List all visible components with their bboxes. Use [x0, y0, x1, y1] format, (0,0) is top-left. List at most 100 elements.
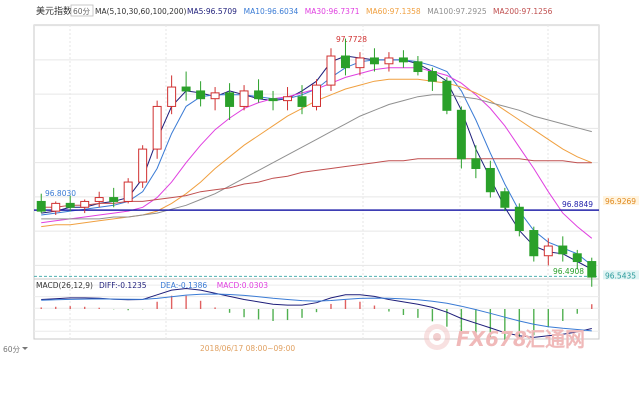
- candle: [297, 85, 307, 115]
- ma-line-ma200: [41, 158, 592, 208]
- candle: [456, 106, 466, 169]
- candle-body: [65, 202, 75, 208]
- candle-body: [268, 98, 278, 102]
- candle-body: [94, 197, 104, 202]
- candle: [36, 193, 46, 214]
- macd-legend-item: MACD:0.0303: [217, 281, 268, 290]
- high-marker-label: 97.7728: [336, 35, 367, 44]
- candle: [485, 160, 495, 198]
- candle: [65, 195, 75, 212]
- ma-legend: MA5:96.5709 MA10:96.6034 MA30:96.7371 MA60:…: [187, 7, 553, 16]
- ma-legend-item: MA60:97.1358: [366, 7, 421, 16]
- candle: [369, 48, 379, 72]
- candle: [312, 79, 321, 111]
- macd-title: MACD(26,12,9): [36, 281, 93, 290]
- candle: [442, 77, 452, 115]
- candle: [413, 56, 423, 76]
- candle: [80, 199, 90, 214]
- chart-title: 美元指数: [36, 5, 72, 17]
- candle-body: [572, 253, 582, 263]
- candle: [355, 52, 365, 76]
- candle: [254, 79, 264, 103]
- candle-body: [210, 92, 220, 100]
- watermark-text: 汇通网: [525, 327, 585, 351]
- candle-body: [312, 84, 321, 107]
- candle-body: [543, 245, 553, 257]
- candle-body: [297, 96, 307, 107]
- candle-body: [558, 245, 568, 255]
- candle-body: [225, 92, 235, 107]
- candle: [587, 257, 597, 287]
- candle-body: [167, 86, 177, 107]
- candle-body: [80, 200, 90, 208]
- candle-body: [384, 57, 394, 65]
- candle: [529, 226, 539, 262]
- macd-legend: DIFF:-0.1235 DEA:-0.1386 MACD:0.0303: [99, 281, 268, 290]
- candle-body: [471, 158, 481, 169]
- candle-body: [254, 90, 264, 100]
- left-marker-label: 96.8030: [45, 189, 76, 198]
- ma-legend-item: MA100:97.2925: [427, 7, 487, 16]
- candle: [123, 178, 133, 204]
- ma-legend-item: MA200:97.1256: [493, 7, 553, 16]
- candle-body: [36, 200, 46, 212]
- ma200-tag: [603, 196, 639, 206]
- candle: [268, 90, 278, 111]
- candle: [384, 52, 394, 72]
- interval-badge[interactable]: 60分: [70, 4, 94, 17]
- candle-body: [369, 57, 379, 65]
- candle-body: [398, 57, 408, 63]
- ma-line-ma100: [41, 94, 592, 220]
- candle: [572, 249, 582, 270]
- candle: [210, 87, 220, 111]
- time-hint: 2018/06/17 08:00~09:00: [200, 344, 295, 353]
- candles: [36, 38, 597, 287]
- candle-body: [587, 261, 597, 278]
- candle: [543, 238, 553, 266]
- candle-body: [529, 230, 539, 257]
- candle-body: [109, 197, 119, 202]
- ma-legend-item: MA10:96.6034: [244, 7, 299, 16]
- candle-body: [181, 86, 191, 92]
- candle: [427, 67, 437, 91]
- macd-panel-frame: [33, 278, 600, 340]
- ma200-tag-label: 96.9269: [605, 197, 636, 206]
- last-price-tag-label: 96.5435: [605, 271, 636, 280]
- candle-body: [456, 109, 466, 160]
- candle-body: [500, 191, 510, 208]
- candle-body: [485, 167, 495, 193]
- candle: [326, 48, 336, 91]
- candle: [340, 38, 350, 76]
- candle-body: [442, 80, 452, 111]
- candle: [94, 191, 104, 208]
- candle-body: [239, 90, 249, 107]
- candle: [51, 201, 61, 216]
- macd-legend-item: DIFF:-0.1235: [99, 281, 147, 290]
- footer-interval-badge[interactable]: 60分: [3, 345, 28, 354]
- candle: [152, 100, 162, 159]
- candle: [398, 50, 408, 68]
- candle-body: [340, 55, 350, 69]
- watermark-logo: [424, 324, 450, 350]
- watermark-brand: FX678: [456, 327, 527, 351]
- candle: [514, 203, 524, 237]
- candle: [109, 187, 119, 208]
- low-marker-label: 96.4908: [553, 267, 584, 276]
- candle: [167, 75, 177, 115]
- candle-body: [326, 55, 336, 86]
- dropdown-arrow-icon: [22, 347, 28, 350]
- macd-dea-line: [41, 293, 592, 332]
- candle-body: [196, 90, 206, 100]
- candle-body: [427, 71, 437, 82]
- candle: [196, 81, 206, 107]
- ma-legend-item: MA30:96.7371: [305, 7, 360, 16]
- ma-legend-item: MA5:96.5709: [187, 7, 237, 16]
- candle: [239, 85, 249, 111]
- macd-series: [40, 287, 593, 340]
- footer-interval-label: 60分: [3, 345, 21, 354]
- candle-body: [413, 61, 423, 73]
- candle-body: [138, 148, 148, 183]
- last-price-tag: [603, 270, 639, 280]
